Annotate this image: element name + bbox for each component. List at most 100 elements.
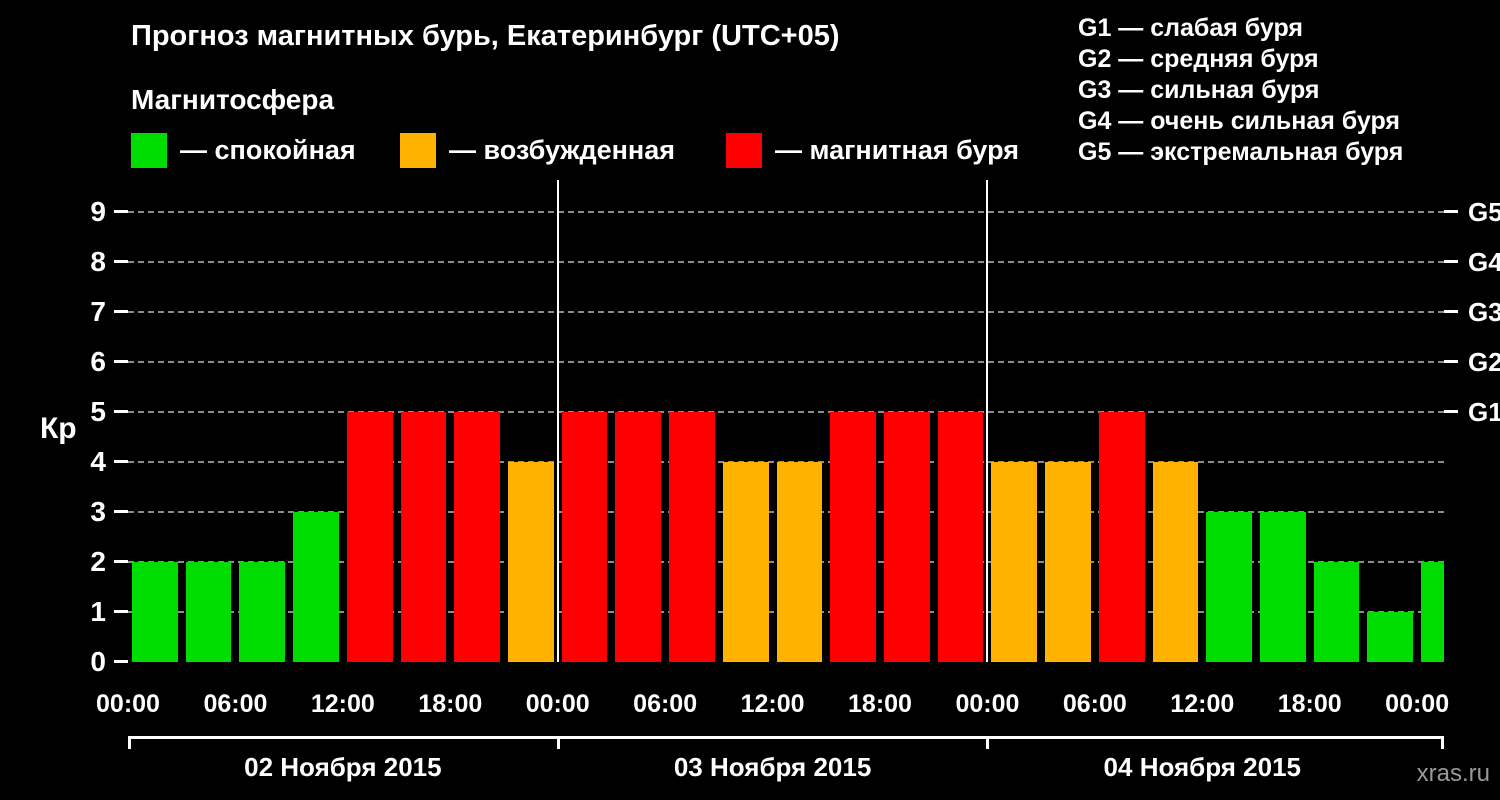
plot-area bbox=[128, 180, 1444, 662]
kp-bar bbox=[508, 462, 554, 662]
time-axis-label: 00:00 bbox=[1385, 690, 1450, 718]
legend-item-quiet: — спокойная bbox=[131, 131, 356, 169]
day-separator-2 bbox=[986, 180, 989, 662]
legend-swatch-quiet bbox=[131, 132, 167, 168]
kp-bar bbox=[1260, 512, 1306, 662]
time-axis-label: 00:00 bbox=[955, 690, 1020, 718]
g-axis-tick bbox=[1444, 360, 1458, 363]
g-axis-tick-label: G5 bbox=[1468, 197, 1500, 227]
y-axis-tick-label: 4 bbox=[90, 446, 106, 477]
magnetosphere-label: Магнитосфера bbox=[131, 84, 335, 115]
g-legend-line-4: G4 — очень сильная буря bbox=[1078, 107, 1400, 135]
y-axis-tick bbox=[114, 210, 128, 213]
kp-bar bbox=[1367, 612, 1414, 662]
g-axis-tick bbox=[1444, 310, 1458, 313]
y-axis-tick-label: 9 bbox=[90, 196, 106, 227]
y-axis-tick bbox=[114, 610, 128, 613]
legend-label-quiet: — спокойная bbox=[180, 134, 356, 165]
g-axis-tick bbox=[1444, 260, 1458, 263]
legend-swatch-excited bbox=[400, 132, 436, 168]
kp-bar bbox=[293, 512, 339, 662]
kp-bar bbox=[1045, 462, 1091, 662]
y-axis-tick bbox=[114, 660, 128, 663]
date-axis-tick-4 bbox=[1441, 736, 1444, 749]
kp-bar bbox=[1206, 512, 1252, 662]
kp-gridline-8 bbox=[128, 261, 1444, 263]
time-axis-label: 18:00 bbox=[1277, 690, 1342, 718]
time-axis-label: 06:00 bbox=[633, 690, 698, 718]
date-label: 03 Ноября 2015 bbox=[673, 752, 872, 782]
kp-bar bbox=[937, 412, 984, 662]
time-axis-label: 12:00 bbox=[740, 690, 805, 718]
date-label: 04 Ноября 2015 bbox=[1103, 752, 1302, 782]
time-axis-label: 12:00 bbox=[1170, 690, 1235, 718]
time-axis-label: 06:00 bbox=[203, 690, 268, 718]
g-axis-tick-label: G4 bbox=[1468, 247, 1500, 277]
g-legend-line-3: G3 — сильная буря bbox=[1078, 76, 1320, 104]
y-axis-tick bbox=[114, 460, 128, 463]
date-axis-tick-3 bbox=[986, 736, 990, 749]
kp-bar bbox=[239, 562, 286, 662]
y-axis-tick bbox=[114, 260, 128, 263]
page-title: Прогноз магнитных бурь, Екатеринбург (UT… bbox=[131, 20, 840, 52]
kp-bar bbox=[132, 562, 178, 662]
kp-bar bbox=[991, 462, 1038, 662]
time-axis-label: 12:00 bbox=[310, 690, 375, 718]
y-axis-tick bbox=[114, 560, 128, 563]
kp-bar bbox=[1313, 562, 1360, 662]
kp-bar bbox=[669, 412, 715, 662]
date-axis-line bbox=[128, 736, 1444, 739]
kp-forecast-chart: 0 1 2 3 4 5 6 7 8 9 G1 G2 G3 G4 G5 00:00 06:00 12:00 18:00… bbox=[90, 180, 1500, 795]
kp-bar bbox=[400, 412, 447, 662]
y-axis-tick bbox=[114, 410, 128, 413]
kp-bar bbox=[1421, 562, 1444, 662]
g-axis-tick-label: G3 bbox=[1468, 297, 1500, 327]
y-axis-tick-label: 8 bbox=[90, 246, 106, 277]
day-separator-1 bbox=[556, 180, 559, 662]
g-axis-tick-label: G1 bbox=[1468, 397, 1500, 427]
date-axis-tick-1 bbox=[128, 736, 131, 749]
legend-item-excited: — возбужденная bbox=[400, 131, 675, 169]
y-axis-tick bbox=[114, 510, 128, 513]
g-axis-tick bbox=[1444, 410, 1458, 413]
date-axis-tick-2 bbox=[556, 736, 560, 749]
time-axis-label: 06:00 bbox=[1062, 690, 1127, 718]
watermark-xras: xras.ru bbox=[1416, 760, 1490, 787]
kp-bar bbox=[830, 412, 876, 662]
kp-bar bbox=[454, 412, 500, 662]
kp-gridline-7 bbox=[128, 311, 1444, 313]
legend-label-excited: — возбужденная bbox=[449, 134, 675, 165]
kp-bar bbox=[561, 412, 608, 662]
time-axis-label: 18:00 bbox=[418, 690, 483, 718]
kp-gridline-6 bbox=[128, 361, 1444, 363]
kp-bar bbox=[722, 462, 769, 662]
time-axis-label: 00:00 bbox=[96, 690, 160, 718]
y-axis-tick bbox=[114, 310, 128, 313]
g-legend-line-1: G1 — слабая буря bbox=[1078, 14, 1304, 42]
y-axis-tick-label: 3 bbox=[90, 496, 106, 527]
kp-bar bbox=[185, 562, 232, 662]
legend-label-storm: — магнитная буря bbox=[775, 134, 1019, 165]
kp-bar bbox=[1152, 462, 1199, 662]
y-axis-tick-label: 0 bbox=[90, 646, 106, 677]
kp-bar bbox=[884, 412, 930, 662]
g-axis-tick bbox=[1444, 210, 1458, 213]
y-axis-tick-label: 6 bbox=[90, 346, 106, 377]
kp-gridline-5 bbox=[128, 411, 1444, 413]
g-scale-legend: G1 — слабая буря G2 — средняя буря G3 — си… bbox=[1078, 13, 1403, 168]
kp-bar bbox=[1098, 412, 1145, 662]
kp-bar bbox=[776, 462, 823, 662]
kp-state-legend: — спокойная — возбужденная — магнитная бур… bbox=[0, 131, 1080, 173]
y-axis-tick-label: 1 bbox=[90, 596, 106, 627]
time-axis-label: 00:00 bbox=[525, 690, 590, 718]
date-label: 02 Ноября 2015 bbox=[244, 752, 442, 782]
time-axis-label: 18:00 bbox=[848, 690, 912, 718]
y-axis-tick-label: 2 bbox=[90, 546, 106, 577]
kp-gridline-9 bbox=[128, 211, 1444, 213]
kp-bar bbox=[615, 412, 662, 662]
y-axis-tick-label: 7 bbox=[90, 296, 106, 327]
y-axis-tick bbox=[114, 360, 128, 363]
legend-swatch-storm bbox=[726, 132, 762, 168]
g-legend-line-2: G2 — средняя буря bbox=[1078, 45, 1319, 73]
